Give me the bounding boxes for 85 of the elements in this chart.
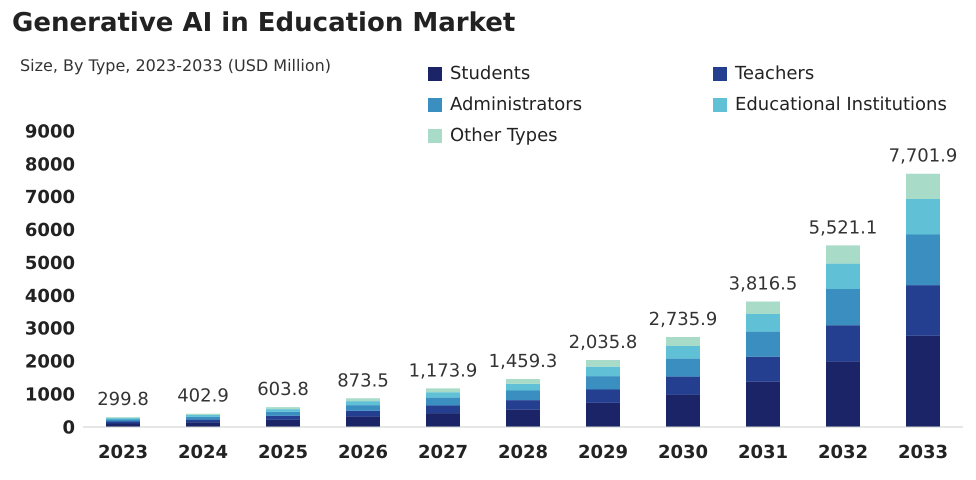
bar xyxy=(586,390,620,403)
bar xyxy=(826,289,860,326)
y-tick-label: 6000 xyxy=(24,220,75,242)
x-tick-label: 2023 xyxy=(98,442,148,463)
legend-label: Educational Institutions xyxy=(735,94,947,115)
bar xyxy=(426,388,460,392)
bar xyxy=(506,379,540,384)
bar xyxy=(666,394,700,427)
x-tick-label: 2025 xyxy=(258,442,308,463)
total-label: 1,459.3 xyxy=(488,351,558,372)
bar xyxy=(346,416,380,427)
total-label: 1,173.9 xyxy=(408,360,478,382)
bar xyxy=(346,401,380,406)
y-tick-label: 8000 xyxy=(24,154,75,176)
total-label: 402.9 xyxy=(177,386,229,407)
bar xyxy=(906,234,940,286)
y-tick-label: 4000 xyxy=(24,286,75,307)
bar xyxy=(266,416,300,420)
bar xyxy=(666,358,700,377)
x-tick-label: 2028 xyxy=(498,442,548,463)
y-tick-label: 3000 xyxy=(24,318,75,340)
bar xyxy=(426,398,460,406)
bar xyxy=(826,325,860,362)
y-tick-label: 5000 xyxy=(24,252,75,274)
bar xyxy=(906,336,940,427)
bar xyxy=(266,412,300,416)
legend-label: Students xyxy=(450,63,530,84)
bar xyxy=(426,405,460,414)
bar xyxy=(666,376,700,395)
y-tick-label: 9000 xyxy=(24,121,75,142)
legend-label: Teachers xyxy=(735,63,814,84)
x-tick-label: 2029 xyxy=(578,442,628,463)
total-label: 603.8 xyxy=(257,379,309,400)
chart-title: Generative AI in Education Market xyxy=(12,8,516,38)
total-label: 299.8 xyxy=(97,389,149,410)
bar xyxy=(906,285,940,336)
bar xyxy=(746,356,780,382)
bar xyxy=(506,384,540,391)
bar xyxy=(906,199,940,234)
bar xyxy=(426,413,460,427)
bar xyxy=(746,332,780,357)
bar xyxy=(746,382,780,427)
bar xyxy=(666,346,700,359)
bar xyxy=(666,337,700,346)
y-tick-label: 1000 xyxy=(24,384,75,406)
bar xyxy=(506,390,540,400)
x-tick-label: 2030 xyxy=(658,442,708,463)
bar xyxy=(346,405,380,411)
bar xyxy=(186,422,220,427)
total-label: 2,035.8 xyxy=(568,332,638,354)
x-tick-label: 2033 xyxy=(898,442,948,463)
bar xyxy=(746,301,780,314)
legend-label: Administrators xyxy=(450,94,582,115)
bar xyxy=(506,410,540,427)
x-tick-label: 2027 xyxy=(418,442,468,463)
bar xyxy=(586,402,620,427)
bar xyxy=(266,409,300,412)
bar xyxy=(826,264,860,289)
chart-subtitle: Size, By Type, 2023-2033 (USD Million) xyxy=(20,56,332,75)
bar xyxy=(346,410,380,417)
y-tick-label: 7000 xyxy=(24,187,75,208)
total-label: 3,816.5 xyxy=(728,273,798,294)
x-tick-label: 2026 xyxy=(338,442,388,463)
x-tick-label: 2031 xyxy=(738,442,788,463)
bar xyxy=(586,376,620,390)
bar xyxy=(586,366,620,376)
bar xyxy=(186,416,220,420)
bar xyxy=(186,420,220,422)
bar xyxy=(426,392,460,398)
x-tick-label: 2024 xyxy=(178,442,228,463)
legend-label: Other Types xyxy=(450,125,558,146)
bar xyxy=(586,360,620,367)
bar xyxy=(266,420,300,427)
y-tick-label: 0 xyxy=(62,417,75,438)
bar xyxy=(826,362,860,427)
bar xyxy=(746,314,780,332)
bar xyxy=(826,245,860,264)
total-label: 2,735.9 xyxy=(648,309,718,330)
bar xyxy=(506,400,540,410)
total-label: 873.5 xyxy=(337,370,389,392)
total-label: 5,521.1 xyxy=(808,217,878,238)
bar xyxy=(906,174,940,200)
total-label: 7,701.9 xyxy=(888,146,958,167)
y-tick-label: 2000 xyxy=(24,352,75,373)
x-tick-label: 2032 xyxy=(818,442,868,463)
